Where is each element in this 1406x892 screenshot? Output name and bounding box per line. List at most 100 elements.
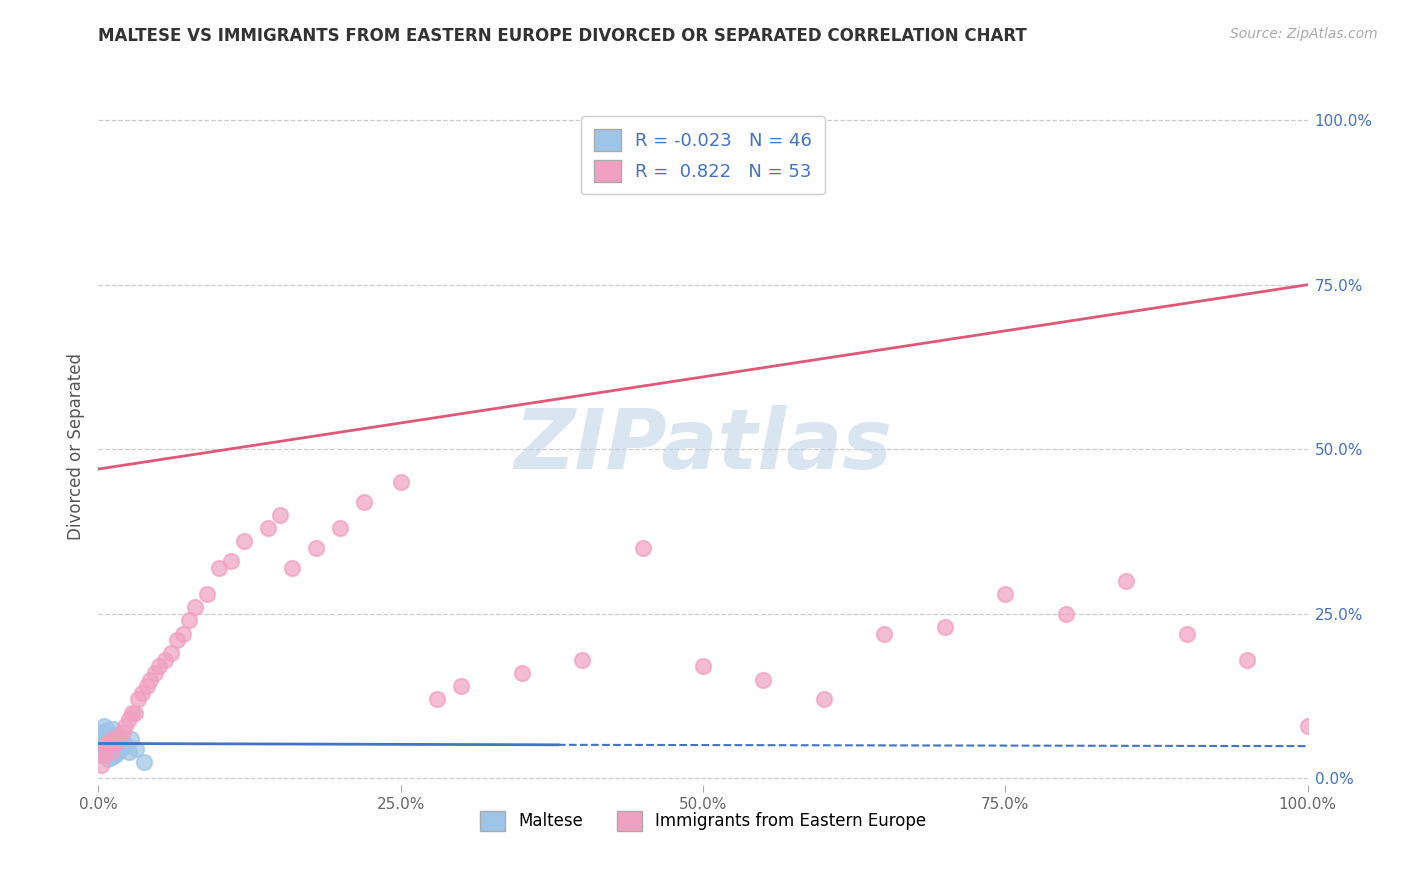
Point — [103, 744, 125, 758]
Point — [571, 653, 593, 667]
Point — [184, 600, 207, 615]
Point — [125, 741, 148, 756]
Point — [91, 729, 114, 743]
Legend: Maltese, Immigrants from Eastern Europe: Maltese, Immigrants from Eastern Europe — [474, 804, 932, 838]
Point — [93, 745, 115, 759]
Point — [91, 748, 114, 763]
Point — [281, 561, 304, 575]
Point — [97, 751, 120, 765]
Point — [105, 739, 128, 753]
Point — [389, 475, 412, 490]
Point — [100, 745, 122, 759]
Point — [118, 745, 141, 759]
Text: ZIPatlas: ZIPatlas — [515, 406, 891, 486]
Point — [934, 620, 956, 634]
Point — [692, 659, 714, 673]
Point — [105, 729, 128, 743]
Point — [91, 735, 114, 749]
Point — [631, 541, 654, 555]
Point — [101, 731, 124, 746]
Point — [1115, 574, 1137, 588]
Point — [94, 737, 117, 751]
Point — [426, 692, 449, 706]
Point — [752, 673, 775, 687]
Point — [100, 747, 122, 761]
Point — [100, 737, 122, 751]
Point — [98, 733, 121, 747]
Point — [89, 741, 111, 756]
Point — [93, 725, 115, 739]
Point — [143, 666, 166, 681]
Point — [103, 734, 125, 748]
Point — [98, 745, 121, 759]
Point — [1296, 719, 1319, 733]
Point — [91, 725, 114, 739]
Point — [232, 534, 254, 549]
Point — [166, 633, 188, 648]
Point — [1236, 653, 1258, 667]
Point — [114, 719, 136, 733]
Point — [1175, 626, 1198, 640]
Point — [100, 726, 122, 740]
Point — [93, 719, 115, 733]
Point — [121, 706, 143, 720]
Point — [110, 735, 132, 749]
Point — [124, 706, 146, 720]
Point — [90, 739, 112, 753]
Point — [160, 646, 183, 660]
Point — [329, 521, 352, 535]
Point — [139, 673, 162, 687]
Point — [100, 739, 122, 754]
Point — [108, 741, 131, 756]
Point — [131, 686, 153, 700]
Point — [450, 679, 472, 693]
Point — [94, 747, 117, 761]
Point — [269, 508, 291, 522]
Point — [108, 729, 131, 743]
Point — [90, 758, 112, 772]
Point — [105, 735, 128, 749]
Point — [108, 731, 131, 746]
Point — [148, 659, 170, 673]
Point — [305, 541, 328, 555]
Point — [91, 739, 114, 753]
Point — [101, 722, 124, 736]
Point — [179, 614, 201, 628]
Point — [98, 735, 121, 749]
Point — [97, 741, 120, 756]
Point — [96, 739, 118, 753]
Y-axis label: Divorced or Separated: Divorced or Separated — [66, 352, 84, 540]
Point — [96, 723, 118, 738]
Point — [994, 587, 1017, 601]
Point — [153, 653, 176, 667]
Point — [208, 561, 231, 575]
Point — [813, 692, 835, 706]
Point — [100, 749, 122, 764]
Point — [195, 587, 218, 601]
Point — [101, 729, 124, 743]
Point — [256, 521, 278, 535]
Point — [91, 748, 114, 763]
Point — [111, 725, 134, 739]
Text: MALTESE VS IMMIGRANTS FROM EASTERN EUROPE DIVORCED OR SEPARATED CORRELATION CHAR: MALTESE VS IMMIGRANTS FROM EASTERN EUROP… — [98, 27, 1028, 45]
Point — [96, 733, 118, 747]
Point — [353, 495, 375, 509]
Point — [107, 745, 129, 759]
Point — [97, 731, 120, 745]
Point — [221, 554, 243, 568]
Point — [94, 726, 117, 740]
Point — [111, 739, 134, 754]
Point — [91, 745, 114, 759]
Point — [96, 744, 118, 758]
Point — [90, 731, 112, 746]
Point — [172, 626, 194, 640]
Point — [510, 666, 533, 681]
Text: Source: ZipAtlas.com: Source: ZipAtlas.com — [1230, 27, 1378, 41]
Point — [114, 737, 136, 751]
Point — [135, 679, 157, 693]
Point — [127, 692, 149, 706]
Point — [118, 712, 141, 726]
Point — [104, 748, 127, 763]
Point — [134, 755, 156, 769]
Point — [93, 745, 115, 759]
